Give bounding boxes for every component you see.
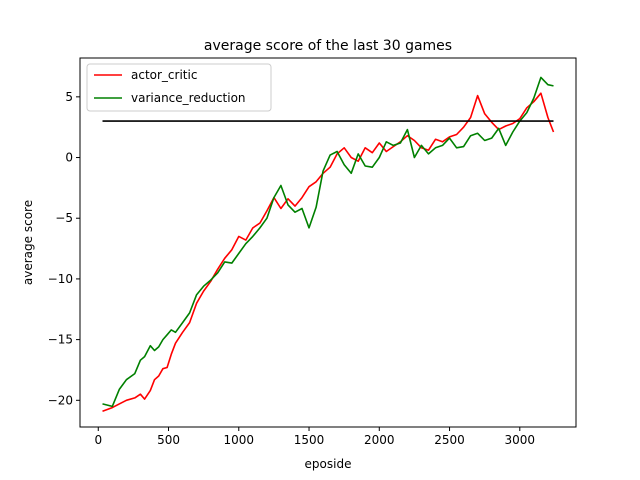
axes-frame xyxy=(79,57,577,428)
series-line-actor-critic xyxy=(102,92,555,412)
legend-box xyxy=(86,63,272,112)
x-tick-label: 1500 xyxy=(294,433,325,447)
legend: actor_critic variance_reduction xyxy=(86,63,272,112)
y-tick-label: 0 xyxy=(65,151,73,165)
y-tick-label: −20 xyxy=(48,393,73,407)
plot-area xyxy=(102,76,555,412)
x-tick-label: 1000 xyxy=(224,433,255,447)
legend-label-variance-reduction: variance_reduction xyxy=(131,91,246,105)
y-tick-label: −15 xyxy=(48,333,73,347)
y-tick-label: −5 xyxy=(55,211,73,225)
y-axis-label: average score xyxy=(21,200,35,285)
y-axis-ticks: −20 −15 −10 −5 0 5 xyxy=(48,90,80,407)
x-tick-label: 3000 xyxy=(505,433,536,447)
chart-title: average score of the last 30 games xyxy=(204,38,452,54)
x-axis-ticks: 0 500 1000 1500 2000 2500 3000 xyxy=(94,427,535,447)
x-axis-label: eposide xyxy=(305,457,352,471)
legend-label-actor-critic: actor_critic xyxy=(131,68,197,82)
y-tick-label: 5 xyxy=(65,90,73,104)
x-tick-label: 2000 xyxy=(364,433,395,447)
series-line-variance-reduction xyxy=(102,76,554,408)
x-tick-label: 2500 xyxy=(434,433,465,447)
x-tick-label: 500 xyxy=(157,433,180,447)
x-tick-label: 0 xyxy=(94,433,102,447)
y-tick-label: −10 xyxy=(48,272,73,286)
